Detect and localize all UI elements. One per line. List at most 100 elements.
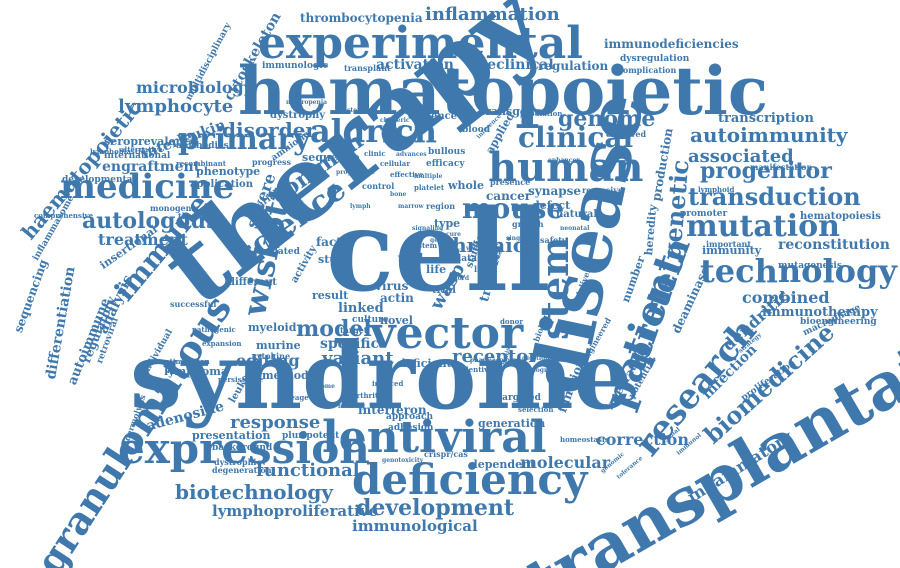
word-biotechnology: biotechnology <box>175 480 334 504</box>
word-manifestation: manifestation <box>750 162 813 172</box>
word-myeloid: myeloid <box>248 321 297 334</box>
word-thrombocytopenia: thrombocytopenia <box>300 11 423 25</box>
word-technology: technology <box>700 252 897 290</box>
word-study: study <box>318 253 352 266</box>
word-marrow: marrow <box>398 203 424 210</box>
word-culture: culture <box>352 315 389 325</box>
word-factor: factor <box>316 235 357 249</box>
word-transgene: transgene <box>480 105 542 118</box>
word-cell: cell <box>326 186 551 317</box>
word-antibodies: antibodies <box>176 141 229 151</box>
word-efficacy: efficacy <box>426 159 465 169</box>
word-evidence: evidence <box>408 111 458 122</box>
word-crispr: crispr/cas <box>424 449 468 459</box>
word-specific: specific <box>320 336 380 352</box>
word-enhancer: enhancer <box>548 157 580 164</box>
word-clinical: clinical <box>518 121 634 154</box>
word-deficiency: deficiency <box>352 455 588 504</box>
word-lymph: lymph <box>350 203 371 210</box>
word-dystrophic: dystrophic <box>214 457 262 467</box>
word-signaling: signaling <box>412 225 444 232</box>
word-data: data <box>455 254 478 264</box>
word-important: important <box>706 239 752 249</box>
word-functional: functional <box>256 460 360 481</box>
word-deficient: deficient <box>398 357 452 370</box>
word-single: single <box>506 235 527 242</box>
word-associated: associated <box>688 146 794 167</box>
word-result: result <box>312 289 349 302</box>
word-correction: correction <box>596 430 689 449</box>
word-treatment: treatment <box>98 230 188 249</box>
word-medicine: medicine <box>60 167 235 207</box>
word-comprehensive: comprehensive <box>34 211 94 220</box>
word-variant: variant <box>322 348 394 369</box>
word-mutagenesis: mutagenesis <box>778 261 842 271</box>
word-recessive: recessive <box>582 185 624 195</box>
word-progressive: progressive <box>336 169 375 176</box>
word-viral: viral <box>398 253 424 264</box>
word-phenotype: phenotype <box>196 165 261 178</box>
word-vector: vector <box>370 308 524 359</box>
word-syndrome: syndrome <box>130 322 633 430</box>
word-monogenic: monogenic <box>150 203 200 213</box>
word-aldrich: aldrich <box>310 112 438 150</box>
word-induced: induced <box>372 379 404 388</box>
word-platelet: platelet <box>414 183 445 192</box>
word-dystrophy: dystrophy <box>270 110 326 121</box>
word-background: background <box>212 443 273 453</box>
word-deletion: deletion <box>522 355 550 362</box>
word-method: method <box>262 369 309 382</box>
word-advances: advances <box>396 151 427 158</box>
word-sequence: sequence <box>302 151 360 164</box>
word-presentation: presentation <box>192 429 271 442</box>
word-optimization: optimization <box>160 357 210 366</box>
word-bone: bone <box>390 191 407 198</box>
word-immunological: immunological <box>352 517 478 535</box>
word-vivo: vivo <box>466 245 480 252</box>
word-memory: memory <box>338 403 366 410</box>
word-life: life <box>426 263 447 276</box>
word-lymphoid: lymphoid <box>698 185 735 194</box>
word-safety: safety <box>540 235 567 245</box>
word-early: early <box>444 247 461 254</box>
word-population: population <box>520 109 563 118</box>
word-approach: approach <box>386 412 434 422</box>
word-trial: trial <box>432 285 456 296</box>
word-arthritis: arthritis <box>352 391 385 400</box>
word-genome: genome <box>558 106 656 132</box>
word-actin: actin <box>380 291 414 305</box>
word-disorder: disorder <box>222 118 316 142</box>
word-immunotherapy: immunotherapy <box>762 305 878 320</box>
word-chronic: chronic <box>440 233 525 257</box>
word-activation: activation <box>376 57 454 73</box>
word-cancer: cancer <box>486 189 532 203</box>
word-xenograft: xenograft <box>524 367 557 374</box>
word-region: region <box>426 201 456 211</box>
word-autologous: autologous <box>82 208 219 234</box>
word-receptor: receptor <box>452 346 538 367</box>
word-blood: blood <box>462 125 491 135</box>
word-growth: growth <box>512 219 544 229</box>
word-chimeric: chimeric <box>380 117 410 124</box>
word-transduction: transduction <box>688 182 861 211</box>
word-lymphoma: lymphoma <box>164 365 229 378</box>
word-lymphoblastic: lymphoblastic <box>90 147 145 156</box>
word-editing: editing <box>236 351 300 370</box>
word-mouse: mouse <box>462 192 565 225</box>
word-promoter: promoter <box>680 209 728 219</box>
word-homeostasis: homeostasis <box>560 435 609 444</box>
word-successful: successful <box>170 299 217 309</box>
word-selection: selection <box>518 405 554 414</box>
word-cytokine: cytokine <box>252 351 291 361</box>
word-genotoxicity: genotoxicity <box>382 457 424 464</box>
word-whole: whole <box>448 179 484 192</box>
word-pluripotent: pluripotent <box>282 431 340 441</box>
word-novel: novel <box>380 314 413 327</box>
word-type: type <box>434 217 461 230</box>
word-pharmacology: pharmacology <box>470 357 518 364</box>
word-neonatal: neonatal <box>560 225 590 232</box>
word-effective: effective <box>390 170 424 179</box>
word-alternative: alternative <box>120 145 163 154</box>
word-related: related <box>264 247 300 257</box>
word-response: response <box>230 412 321 433</box>
